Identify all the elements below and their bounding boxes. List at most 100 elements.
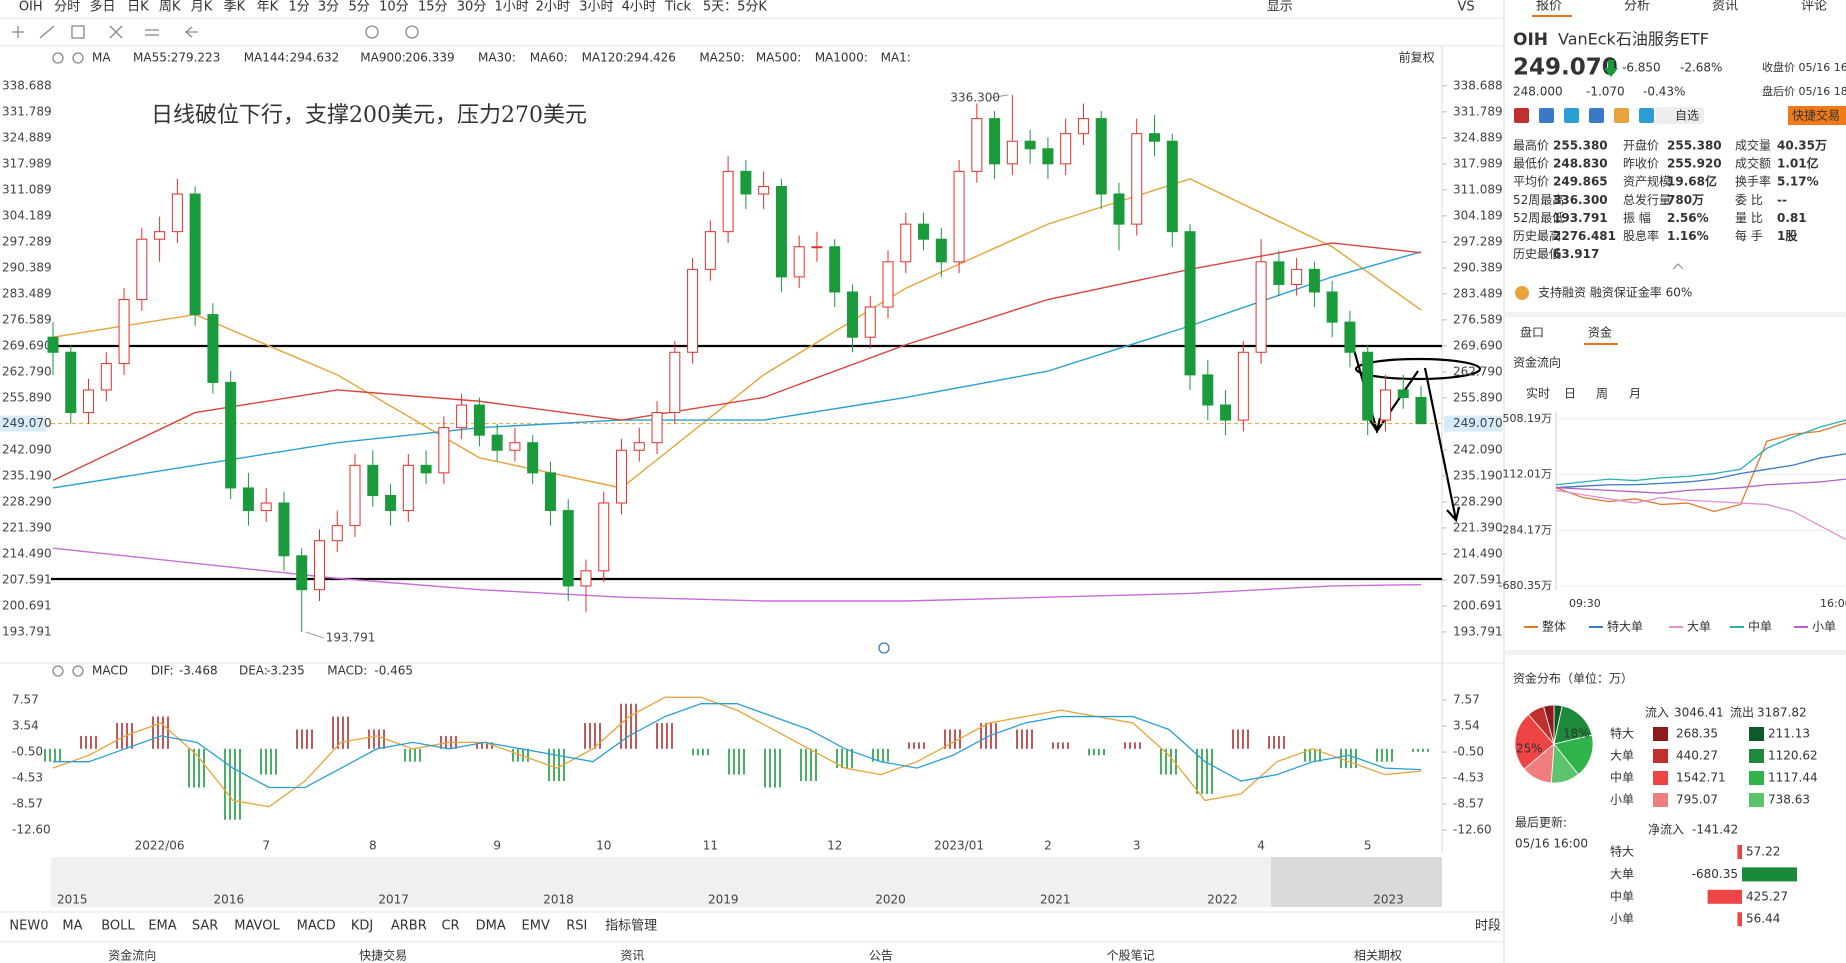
period-tab[interactable]: 2小时 [536, 0, 570, 15]
share-icon[interactable] [1589, 108, 1604, 123]
x-tick-label: 2 [1044, 839, 1052, 853]
indicator-tab[interactable]: NEW0 [9, 919, 48, 934]
period-tab[interactable]: 5天：5分K [703, 0, 768, 15]
period-tab[interactable]: 季K [224, 0, 246, 15]
extreme-leader [990, 94, 1009, 99]
y-tick-label: 317.989 [2, 156, 52, 170]
indicator-tab[interactable]: ARBR [391, 919, 427, 934]
share-icon[interactable] [1564, 108, 1579, 123]
close-icon[interactable] [72, 665, 84, 677]
symbol-tab[interactable]: OIH [19, 0, 43, 15]
y-tick-label: -4.53 [12, 771, 43, 785]
indicator-tab[interactable]: RSI [566, 919, 587, 934]
pie-slice [1553, 734, 1594, 776]
share-icon[interactable] [1514, 108, 1529, 123]
period-tab[interactable]: 4小时 [622, 0, 656, 15]
display-menu[interactable]: 显示 [1267, 0, 1293, 15]
indicator-tab[interactable]: 指标管理 [605, 919, 657, 934]
macd-line [53, 703, 1422, 789]
flow-period[interactable]: 周 [1596, 387, 1608, 401]
bottom-tab[interactable]: 资金流向 [108, 948, 156, 963]
period-tab[interactable]: 15分 [418, 0, 448, 15]
period-tab[interactable]: Tick [664, 0, 691, 15]
indicator-tab[interactable]: MA [62, 919, 82, 934]
panel-tab[interactable]: 分析 [1624, 0, 1650, 14]
share-icon[interactable] [1614, 108, 1629, 123]
period-tab[interactable]: 分时 [54, 0, 80, 15]
net-bar [1737, 912, 1742, 927]
funds-tab[interactable]: 资金 [1588, 325, 1612, 340]
flow-period[interactable]: 月 [1629, 387, 1641, 401]
bottom-tab[interactable]: 快捷交易 [359, 948, 407, 963]
indicator-tab[interactable]: EMA [148, 919, 176, 934]
panel-tab[interactable]: 报价 [1536, 0, 1562, 14]
period-tab[interactable]: 3小时 [579, 0, 613, 15]
candle-body [331, 525, 343, 542]
y-tick-label: 304.189 [1453, 208, 1503, 222]
indicator-tab[interactable]: CR [441, 919, 459, 934]
close-icon[interactable] [72, 52, 84, 64]
indicator-tab[interactable]: DMA [476, 919, 506, 934]
period-tab[interactable]: 日K [127, 0, 149, 15]
navigator-window[interactable] [1271, 857, 1442, 907]
watch-button[interactable] [1656, 107, 1704, 124]
funds-tab[interactable]: 盘口 [1520, 325, 1544, 340]
candle-body [900, 223, 912, 263]
candle-body [633, 442, 645, 451]
settings-icon[interactable] [52, 665, 64, 677]
pie-label: 25% [1516, 742, 1543, 756]
bottom-tab[interactable]: 相关期权 [1354, 949, 1402, 963]
vs-button[interactable]: VS [1457, 0, 1474, 15]
bottom-tab[interactable]: 资讯 [620, 949, 644, 963]
indicator-tab[interactable]: MACD [297, 919, 336, 934]
stat-value: 63.917 [1553, 247, 1599, 261]
period-tab[interactable]: 月K [191, 0, 213, 15]
panel-tab[interactable]: 评论 [1801, 0, 1827, 14]
period-tab[interactable]: 5分 [348, 0, 369, 15]
adjust-button[interactable]: 前复权 [1399, 50, 1435, 65]
period-tab[interactable]: 多日 [89, 0, 115, 15]
y-tick-label: -12.60 [1453, 823, 1492, 837]
candle-body [651, 412, 663, 444]
margin-info: 支持融资 融资保证金率 60% [1538, 285, 1692, 300]
stat-label: 每 手 [1735, 228, 1763, 243]
period-tab[interactable]: 3分 [318, 0, 339, 15]
candle-body [1077, 118, 1089, 135]
panel-tab[interactable]: 资讯 [1712, 0, 1738, 14]
flow-period[interactable]: 日 [1564, 387, 1576, 401]
indicator-tab[interactable]: MAVOL [234, 919, 280, 934]
year-label: 2021 [1040, 893, 1071, 907]
share-icon[interactable] [1539, 108, 1554, 123]
period-tab[interactable]: 周K [159, 0, 181, 15]
period-tab[interactable]: 1小时 [494, 0, 528, 15]
settings-icon[interactable] [52, 52, 64, 64]
locate-icon[interactable] [878, 642, 890, 654]
bottom-tab[interactable]: 个股笔记 [1107, 948, 1155, 963]
stat-value: 19.68亿 [1667, 174, 1717, 189]
period-tab[interactable]: 年K [257, 0, 279, 15]
candle-body [118, 299, 130, 365]
indicator-tab[interactable]: KDJ [351, 919, 373, 934]
indicator-tab[interactable]: EMV [522, 919, 550, 934]
candle-body [207, 314, 219, 383]
collapse-chevron[interactable] [1672, 263, 1684, 270]
indicator-tab[interactable]: SAR [192, 919, 218, 934]
year-label: 2022 [1207, 893, 1238, 907]
ma-label: MA500: [756, 51, 802, 65]
watch-label[interactable]: 自选 [1675, 109, 1699, 123]
period-tab[interactable]: 10分 [379, 0, 409, 15]
indicator-tab[interactable]: BOLL [101, 919, 135, 934]
quick-trade-label[interactable]: 快捷交易 [1792, 108, 1840, 123]
period-tab[interactable]: 1分 [288, 0, 309, 15]
flow-period[interactable]: 实时 [1526, 386, 1550, 401]
period-tab[interactable]: 时段 [1475, 919, 1501, 934]
row-label: 小单 [1610, 793, 1634, 807]
period-tab[interactable]: 30分 [457, 0, 487, 15]
candle-body [935, 238, 947, 263]
bottom-tab[interactable]: 公告 [869, 949, 893, 963]
share-icon[interactable] [1639, 108, 1654, 123]
quick-trade-button[interactable] [1788, 106, 1846, 125]
ma-label: MA55: [133, 51, 171, 65]
navigator[interactable] [51, 857, 1442, 907]
